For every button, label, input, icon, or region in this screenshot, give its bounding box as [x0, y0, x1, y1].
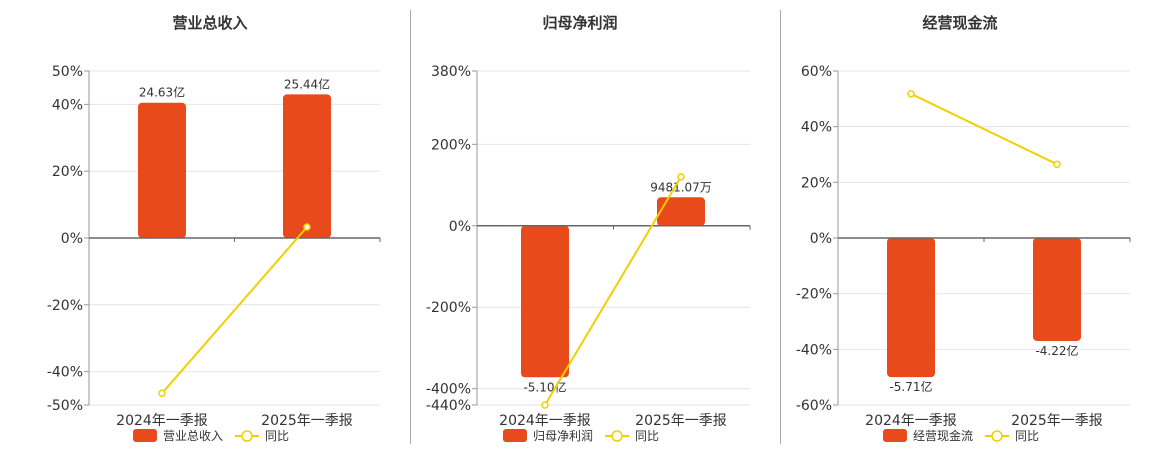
y-tick-label: 40% — [52, 97, 83, 113]
legend-bar-label: 归母净利润 — [533, 429, 593, 443]
y-tick-label: -400% — [426, 382, 471, 398]
legend-line-label: 同比 — [265, 429, 289, 443]
y-tick-label: -440% — [426, 398, 471, 414]
legend-bar-swatch — [133, 429, 157, 442]
legend-line-marker — [991, 430, 1003, 442]
yoy-point — [158, 389, 166, 398]
cash-flow-chart: 经营现金流 60% 40% 20% 0% -20% -40% -60% -5.71亿 -4.22亿… — [796, 14, 1131, 443]
y-tick-label: 20% — [801, 175, 832, 191]
legend-bar-label: 营业总收入 — [163, 429, 223, 443]
yoy-point — [907, 90, 915, 98]
bar — [283, 94, 331, 238]
net-profit-chart: 归母净利润 380% 200% 0% -200% -400%-440% -5.10亿 9481… — [426, 14, 751, 443]
bar-data-label: -5.10亿 — [523, 379, 566, 394]
y-tick-label: -40% — [796, 342, 832, 358]
x-category-label: 2025年一季报 — [261, 413, 353, 429]
legend-bar-label: 经营现金流 — [913, 428, 973, 443]
y-tick-label: 0% — [61, 231, 83, 247]
yoy-point — [303, 223, 311, 231]
bar-data-label: 25.44亿 — [284, 76, 330, 91]
legend-line-label: 同比 — [1015, 429, 1039, 443]
y-tick-label: 60% — [801, 64, 832, 80]
x-category-label: 2024年一季报 — [499, 413, 591, 429]
legend-line-label: 同比 — [635, 429, 659, 443]
bar — [1033, 238, 1081, 341]
bar — [521, 225, 569, 378]
y-tick-label: -50% — [47, 398, 83, 414]
legend-bar-swatch — [503, 429, 527, 442]
chart-title: 营业总收入 — [172, 14, 247, 32]
yoy-line — [544, 176, 682, 406]
chart-title: 经营现金流 — [922, 14, 997, 32]
revenue-chart: 营业总收入 50% 40% 20% 0% -20% -40% -50% 24.63亿 25.44亿… — [47, 14, 381, 443]
y-tick-label: -20% — [47, 298, 83, 314]
x-category-label: 2025年一季报 — [1011, 413, 1103, 429]
bar — [657, 197, 705, 226]
y-tick-label: 50% — [52, 64, 83, 80]
y-tick-label: 380% — [431, 64, 471, 80]
y-tick-label: -40% — [47, 365, 83, 381]
bar-data-label: -5.71亿 — [889, 379, 932, 394]
bar-data-label: 24.63亿 — [139, 85, 185, 100]
yoy-line — [910, 92, 1058, 166]
y-tick-label: 0% — [449, 219, 471, 235]
x-category-label: 2024年一季报 — [865, 413, 957, 429]
y-tick-label: -200% — [426, 300, 471, 316]
yoy-line — [161, 226, 308, 394]
bar-data-label: -4.22亿 — [1035, 343, 1078, 358]
chart-title: 归母净利润 — [542, 14, 617, 32]
x-category-label: 2024年一季报 — [116, 413, 208, 429]
y-tick-label: 0% — [810, 231, 832, 247]
legend-line-marker — [241, 430, 253, 442]
chart-divider — [410, 10, 411, 444]
y-tick-label: 20% — [52, 164, 83, 180]
bar — [138, 102, 186, 238]
y-tick-label: -60% — [796, 398, 832, 414]
bar — [887, 238, 935, 378]
legend-line-marker — [611, 430, 623, 442]
yoy-point — [1053, 160, 1061, 168]
x-category-label: 2025年一季报 — [635, 413, 727, 429]
legend-bar-swatch — [883, 429, 907, 442]
y-tick-label: 200% — [431, 137, 471, 153]
y-tick-label: -20% — [796, 287, 832, 303]
chart-divider — [780, 10, 781, 444]
y-tick-label: 40% — [801, 120, 832, 136]
bar-data-label: 9481.07万 — [650, 180, 712, 194]
yoy-point — [541, 401, 549, 409]
yoy-point — [677, 173, 685, 181]
